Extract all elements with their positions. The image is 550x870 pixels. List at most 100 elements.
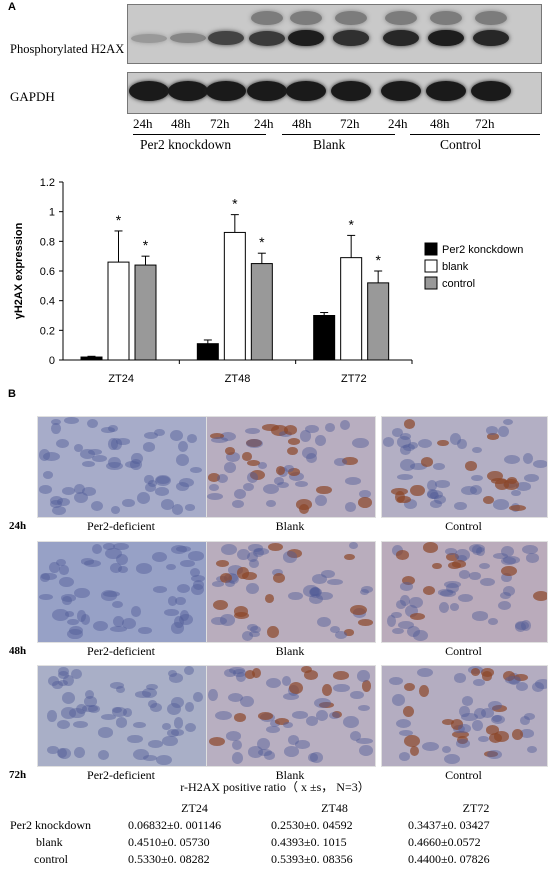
cell-nucleus: [357, 669, 370, 682]
cell-nucleus: [289, 682, 304, 695]
cell-nucleus: [437, 439, 450, 447]
cell-nucleus: [61, 692, 75, 705]
cell-nucleus: [189, 567, 200, 577]
cell-nucleus: [208, 688, 218, 701]
cell-nucleus: [232, 740, 242, 751]
ihc-image: [37, 541, 207, 643]
cell-nucleus: [193, 691, 203, 702]
cell-nucleus: [497, 425, 510, 438]
cell-nucleus: [502, 585, 515, 597]
cell-nucleus: [63, 417, 79, 424]
cell-nucleus: [73, 491, 89, 503]
cell-nucleus: [241, 630, 253, 641]
cell-nucleus: [481, 671, 493, 681]
cell-nucleus: [524, 474, 540, 482]
cell-nucleus: [43, 452, 61, 462]
cell-nucleus: [410, 612, 426, 620]
cell-nucleus: [179, 559, 195, 568]
cell-nucleus: [325, 423, 335, 432]
cell-nucleus: [314, 697, 332, 709]
h2ax-upper-band: [475, 11, 507, 25]
cell-nucleus: [382, 437, 394, 447]
cell-nucleus: [286, 446, 298, 456]
cell-nucleus: [167, 728, 180, 737]
cell-nucleus: [459, 569, 471, 579]
cell-nucleus: [91, 454, 108, 462]
cell-nucleus: [253, 547, 270, 555]
cell-nucleus: [274, 718, 289, 725]
table-header: ZT72: [462, 801, 490, 815]
cell-nucleus: [494, 479, 510, 490]
cell-nucleus: [352, 437, 369, 449]
cell-nucleus: [279, 431, 293, 438]
cell-nucleus: [407, 626, 421, 638]
cell-nucleus: [271, 424, 288, 436]
bar: [313, 315, 336, 361]
cell-nucleus: [451, 730, 469, 738]
cell-nucleus: [252, 667, 262, 679]
significance-marker: *: [259, 234, 265, 250]
cell-nucleus: [515, 482, 531, 491]
cell-nucleus: [430, 491, 440, 500]
cell-nucleus: [117, 565, 129, 574]
cell-nucleus: [317, 616, 331, 628]
cell-nucleus: [245, 438, 262, 447]
cell-nucleus: [349, 542, 359, 550]
cell-nucleus: [315, 435, 326, 446]
cell-nucleus: [108, 456, 121, 468]
cell-nucleus: [85, 690, 95, 700]
image-caption: Blank: [275, 519, 305, 533]
cell-nucleus: [170, 622, 185, 634]
cell-nucleus: [427, 488, 438, 499]
cell-nucleus: [179, 478, 194, 487]
cell-nucleus: [361, 586, 374, 594]
cell-nucleus: [233, 488, 246, 500]
significance-marker: *: [116, 212, 122, 228]
cell-nucleus: [216, 473, 229, 484]
cell-nucleus: [246, 459, 261, 467]
cell-nucleus: [427, 489, 443, 500]
ratio-table: ZT24 ZT48 ZT72 Per2 knockdown 0.06832±0.…: [10, 800, 550, 868]
cell-nucleus: [299, 429, 312, 442]
cell-nucleus: [400, 444, 411, 455]
legend-swatch: [424, 259, 438, 273]
cell-nucleus: [392, 428, 404, 438]
cell-nucleus: [303, 585, 319, 597]
cell-nucleus: [129, 459, 143, 471]
cell-nucleus: [187, 434, 198, 443]
table-title: r-H2AX positive ratio（ x ±s， N=3）: [180, 780, 370, 794]
cell-nucleus: [478, 735, 490, 743]
cell-nucleus: [162, 735, 178, 747]
cell-nucleus: [41, 572, 57, 581]
cell-nucleus: [358, 704, 371, 711]
cell-nucleus: [391, 628, 404, 635]
cell-nucleus: [264, 593, 274, 603]
cell-nucleus: [247, 551, 258, 562]
cell-nucleus: [305, 452, 317, 463]
cell-nucleus: [455, 739, 471, 748]
cell-nucleus: [113, 542, 130, 551]
cell-nucleus: [212, 599, 228, 610]
cell-nucleus: [410, 462, 427, 470]
cell-nucleus: [49, 561, 60, 574]
cell-nucleus: [146, 683, 158, 691]
cell-nucleus: [61, 486, 76, 495]
cell-nucleus: [249, 558, 260, 568]
cell-nucleus: [344, 629, 354, 636]
cell-nucleus: [227, 573, 239, 585]
cell-nucleus: [88, 449, 102, 456]
cell-nucleus: [515, 620, 529, 631]
cell-nucleus: [98, 727, 114, 738]
cell-nucleus: [176, 583, 191, 594]
cell-nucleus: [237, 548, 251, 560]
cell-nucleus: [80, 558, 95, 565]
cell-nucleus: [50, 496, 63, 506]
cell-nucleus: [62, 595, 72, 605]
legend-swatch: [424, 242, 438, 256]
cell-nucleus: [241, 452, 252, 461]
cell-nucleus: [137, 491, 151, 504]
cell-nucleus: [50, 418, 62, 426]
cell-nucleus: [272, 568, 283, 577]
cell-nucleus: [531, 681, 544, 693]
cell-nucleus: [211, 580, 225, 587]
